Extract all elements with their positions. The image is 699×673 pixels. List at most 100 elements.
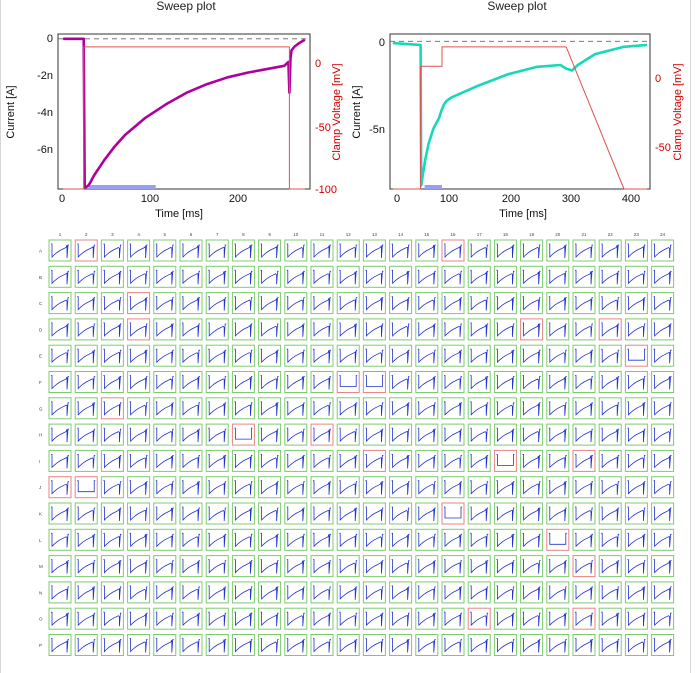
well-cell[interactable]: [415, 239, 439, 262]
well-cell[interactable]: [520, 476, 544, 499]
well-cell[interactable]: [598, 318, 622, 341]
well-cell[interactable]: [389, 528, 413, 551]
well-cell[interactable]: [205, 397, 229, 420]
well-cell[interactable]: [362, 581, 386, 604]
well-cell[interactable]: [572, 634, 596, 656]
well-cell[interactable]: [48, 344, 72, 367]
well-cell[interactable]: [310, 397, 334, 420]
well-cell[interactable]: [205, 318, 229, 341]
well-cell[interactable]: [441, 634, 465, 656]
well-cell[interactable]: [74, 555, 98, 578]
well-cell[interactable]: [179, 265, 203, 288]
well-cell[interactable]: [493, 555, 517, 578]
well-cell[interactable]: [48, 528, 72, 551]
well-cell[interactable]: [231, 476, 255, 499]
well-cell[interactable]: [48, 371, 72, 393]
well-cell[interactable]: [74, 344, 98, 367]
well-cell[interactable]: [205, 476, 229, 499]
well-cell[interactable]: [127, 555, 151, 578]
well-cell[interactable]: [389, 449, 413, 472]
well-cell[interactable]: [284, 344, 308, 367]
well-cell[interactable]: [624, 528, 648, 551]
well-cell[interactable]: [179, 476, 203, 499]
well-cell[interactable]: [231, 344, 255, 367]
well-cell[interactable]: [467, 555, 491, 578]
well-cell[interactable]: [336, 555, 360, 578]
well-cell[interactable]: [205, 502, 229, 525]
well-cell[interactable]: [153, 449, 177, 472]
well-cell[interactable]: [231, 239, 255, 262]
well-cell[interactable]: [231, 449, 255, 472]
well-cell[interactable]: [153, 476, 177, 499]
well-cell[interactable]: [493, 265, 517, 288]
well-cell[interactable]: [258, 449, 282, 472]
well-cell[interactable]: [572, 607, 596, 630]
well-cell[interactable]: [546, 634, 570, 656]
well-cell[interactable]: [415, 265, 439, 288]
well-cell[interactable]: [336, 292, 360, 315]
well-cell[interactable]: [310, 371, 334, 393]
well-cell[interactable]: [74, 528, 98, 551]
well-cell[interactable]: [48, 292, 72, 315]
well-cell[interactable]: [362, 555, 386, 578]
well-cell[interactable]: [520, 344, 544, 367]
well-cell[interactable]: [467, 476, 491, 499]
well-cell[interactable]: [598, 555, 622, 578]
well-cell[interactable]: [415, 476, 439, 499]
well-cell[interactable]: [205, 634, 229, 656]
well-cell[interactable]: [258, 555, 282, 578]
well-cell[interactable]: [624, 318, 648, 341]
well-cell[interactable]: [231, 634, 255, 656]
well-cell[interactable]: [624, 607, 648, 630]
well-cell[interactable]: [624, 555, 648, 578]
well-cell[interactable]: [572, 292, 596, 315]
well-cell[interactable]: [48, 581, 72, 604]
well-cell[interactable]: [624, 371, 648, 393]
well-cell[interactable]: [389, 607, 413, 630]
well-cell[interactable]: [362, 607, 386, 630]
well-cell[interactable]: [572, 265, 596, 288]
well-cell[interactable]: [284, 397, 308, 420]
well-cell[interactable]: [572, 528, 596, 551]
well-cell[interactable]: [362, 371, 386, 393]
well-cell[interactable]: [520, 555, 544, 578]
well-cell[interactable]: [127, 581, 151, 604]
well-cell[interactable]: [153, 607, 177, 630]
well-cell[interactable]: [205, 423, 229, 446]
well-cell[interactable]: [624, 476, 648, 499]
well-cell[interactable]: [74, 371, 98, 393]
well-cell[interactable]: [231, 318, 255, 341]
well-cell[interactable]: [520, 318, 544, 341]
well-cell[interactable]: [415, 634, 439, 656]
well-cell[interactable]: [258, 581, 282, 604]
well-cell[interactable]: [74, 292, 98, 315]
well-cell[interactable]: [389, 634, 413, 656]
well-cell[interactable]: [100, 265, 124, 288]
well-cell[interactable]: [284, 607, 308, 630]
well-cell[interactable]: [284, 581, 308, 604]
well-cell[interactable]: [48, 265, 72, 288]
well-cell[interactable]: [467, 581, 491, 604]
well-cell[interactable]: [598, 344, 622, 367]
well-cell[interactable]: [48, 423, 72, 446]
well-cell[interactable]: [415, 371, 439, 393]
well-cell[interactable]: [48, 318, 72, 341]
well-cell[interactable]: [624, 239, 648, 262]
well-cell[interactable]: [100, 318, 124, 341]
well-cell[interactable]: [153, 555, 177, 578]
well-cell[interactable]: [310, 265, 334, 288]
well-cell[interactable]: [651, 318, 675, 341]
well-cell[interactable]: [546, 371, 570, 393]
well-cell[interactable]: [153, 239, 177, 262]
well-cell[interactable]: [493, 397, 517, 420]
well-cell[interactable]: [572, 423, 596, 446]
well-cell[interactable]: [362, 476, 386, 499]
well-cell[interactable]: [520, 502, 544, 525]
well-cell[interactable]: [415, 292, 439, 315]
well-cell[interactable]: [258, 634, 282, 656]
well-cell[interactable]: [48, 634, 72, 656]
well-cell[interactable]: [651, 344, 675, 367]
well-cell[interactable]: [362, 292, 386, 315]
well-cell[interactable]: [389, 318, 413, 341]
well-cell[interactable]: [153, 344, 177, 367]
